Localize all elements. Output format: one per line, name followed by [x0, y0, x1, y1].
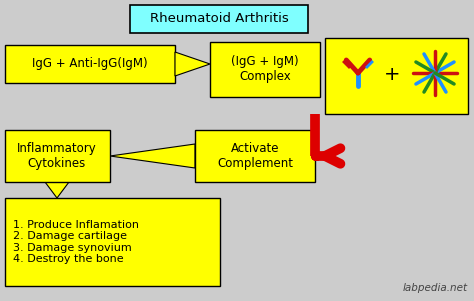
Text: +: + [384, 66, 400, 85]
Polygon shape [45, 182, 69, 198]
Text: (IgG + IgM)
Complex: (IgG + IgM) Complex [231, 55, 299, 83]
Text: 1. Produce Inflamation
2. Damage cartilage
3. Damage synovium
4. Destroy the bon: 1. Produce Inflamation 2. Damage cartila… [13, 220, 139, 264]
FancyBboxPatch shape [5, 45, 175, 83]
FancyBboxPatch shape [5, 198, 220, 286]
Polygon shape [110, 144, 195, 168]
FancyBboxPatch shape [195, 130, 315, 182]
Text: IgG + Anti-IgG(IgM): IgG + Anti-IgG(IgM) [32, 57, 148, 70]
FancyBboxPatch shape [5, 130, 110, 182]
FancyBboxPatch shape [210, 42, 320, 97]
FancyBboxPatch shape [130, 5, 308, 33]
Text: Inflammatory
Cytokines: Inflammatory Cytokines [17, 142, 97, 170]
FancyBboxPatch shape [325, 38, 468, 114]
Text: Rheumatoid Arthritis: Rheumatoid Arthritis [150, 13, 288, 26]
Text: labpedia.net: labpedia.net [403, 283, 468, 293]
Polygon shape [175, 52, 210, 76]
Text: Activate
Complement: Activate Complement [217, 142, 293, 170]
